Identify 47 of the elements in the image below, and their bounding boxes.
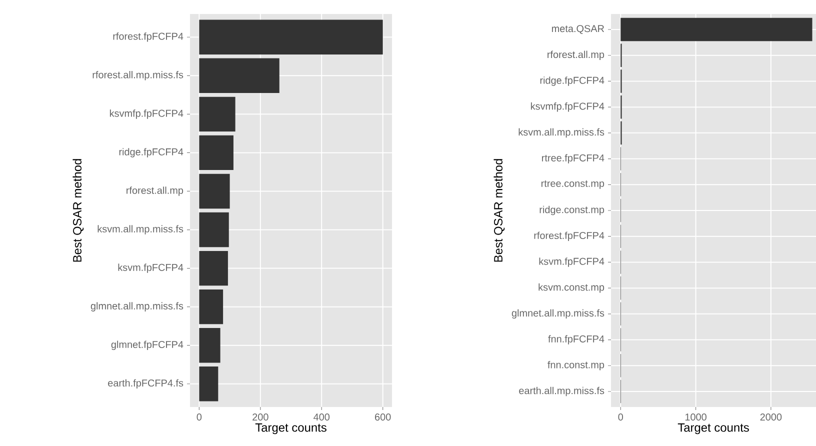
bar: [199, 366, 218, 402]
x-tick-label: 200: [252, 414, 268, 421]
bar: [199, 289, 224, 324]
y-tick-label: rforest.all.mp: [126, 186, 184, 196]
x-axis-title: Target counts: [678, 423, 749, 434]
x-tick-label: 2000: [760, 414, 782, 421]
y-tick-label: rforest.all.mp.miss.fs: [92, 71, 184, 80]
bar: [199, 58, 280, 93]
y-tick-label: glmnet.fpFCFP4: [111, 340, 184, 350]
y-tick-label: ksvm.const.mp: [538, 283, 604, 293]
y-tick-label: fnn.const.mp: [548, 360, 604, 370]
y-tick-label: ridge.const.mp: [540, 206, 604, 216]
x-tick-label: 0: [196, 414, 202, 421]
y-tick-label: ridge.fpFCFP4: [119, 148, 184, 158]
x-tick-label: 400: [314, 414, 330, 421]
y-tick-label: ksvm.all.mp.miss.fs: [98, 225, 184, 234]
bar: [199, 135, 234, 170]
bar: [620, 18, 812, 42]
bar: [199, 174, 230, 209]
y-tick-label: rforest.fpFCFP4: [534, 232, 604, 241]
y-tick-label: glmnet.all.mp.miss.fs: [512, 309, 604, 319]
x-tick-label: 0: [618, 414, 624, 421]
y-tick-label: glmnet.all.mp.miss.fs: [90, 302, 184, 312]
bar: [199, 96, 236, 132]
x-tick-label: 1000: [685, 414, 706, 421]
y-axis-title: Best QSAR method: [72, 159, 84, 262]
bar: [199, 20, 383, 54]
y-tick-label: ridge.fpFCFP4: [540, 76, 604, 86]
bar: [199, 212, 229, 248]
y-tick-label: meta.QSAR: [552, 25, 604, 34]
y-tick-label: rtree.fpFCFP4: [542, 154, 604, 164]
y-tick-label: rforest.fpFCFP4: [113, 32, 184, 42]
y-tick-label: ksvm.fpFCFP4: [539, 258, 604, 267]
x-tick-label: 600: [375, 414, 391, 421]
y-tick-label: fnn.fpFCFP4: [548, 335, 604, 344]
y-tick-label: rtree.const.mp: [541, 180, 604, 189]
y-tick-label: ksvmfp.fpFCFP4: [110, 110, 184, 119]
y-tick-label: earth.fpFCFP4.fs: [108, 379, 184, 389]
bar: [199, 250, 228, 286]
y-axis-title: Best QSAR method: [494, 159, 505, 262]
y-tick-label: ksvm.fpFCFP4: [118, 264, 184, 273]
y-tick-label: ksvm.all.mp.miss.fs: [518, 128, 604, 138]
y-tick-label: rforest.all.mp: [548, 50, 604, 60]
y-tick-label: earth.all.mp.miss.fs: [519, 386, 604, 396]
x-axis-title: Target counts: [255, 423, 326, 434]
y-tick-label: ksvmfp.fpFCFP4: [530, 102, 604, 112]
bar: [199, 328, 220, 363]
